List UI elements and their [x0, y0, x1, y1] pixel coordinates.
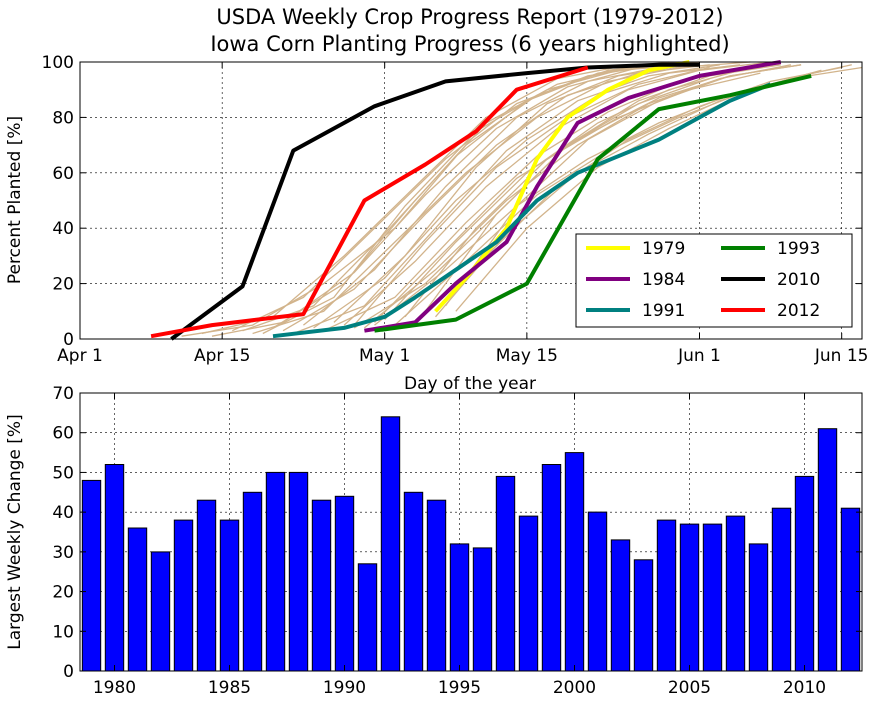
bottom-panel: 0 10 20 30 40 50 60 70 1980 1985 1990 1995 2000 2005 2…	[5, 384, 863, 698]
bar-1983	[173, 519, 194, 672]
bottom-x-tick-label: 2005	[668, 678, 711, 698]
top-plot-frame	[79, 61, 863, 340]
series-line-2012	[150, 65, 589, 339]
bottom-y-tick-label: 50	[52, 463, 74, 483]
bottom-x-tick-label: 1985	[208, 678, 251, 698]
top-y-axis-label: Percent Planted [%]	[5, 116, 25, 284]
bar-1998	[518, 515, 539, 672]
bar-2004	[656, 519, 677, 672]
series-line-1991	[272, 82, 772, 339]
bar-2002	[610, 539, 631, 672]
bar-1988	[288, 471, 309, 672]
bar-1990	[334, 495, 355, 672]
bottom-y-axis-label: Largest Weekly Change [%]	[5, 414, 25, 649]
bottom-y-tick-label: 70	[52, 384, 74, 404]
top-x-axis-label: Day of the year	[404, 374, 536, 394]
bar-1981	[127, 527, 148, 672]
top-x-tick-label: Apr 1	[57, 346, 103, 366]
bar-1995	[449, 543, 470, 672]
bar-2005	[679, 523, 700, 672]
bottom-ticks: 0 10 20 30 40 50 60 70 1980 1985 1990 1995 2000 2005 2…	[52, 384, 862, 698]
bottom-y-tick-label: 20	[52, 583, 74, 603]
legend-label-1991: 1991	[642, 301, 685, 321]
top-x-tick-label: Jun 15	[814, 346, 869, 366]
legend: 1979 1984 1991 1993 2010 2012	[575, 233, 853, 328]
top-y-tick-label: 80	[52, 108, 74, 128]
bar-2000	[564, 452, 585, 672]
background-year-line	[404, 72, 761, 318]
series-line-2010	[170, 62, 700, 341]
bar-1992	[380, 416, 401, 672]
bar-1987	[265, 471, 286, 672]
bar-1980	[104, 464, 125, 672]
bar-1999	[541, 464, 562, 672]
bar-2006	[702, 523, 723, 672]
background-year-line	[293, 64, 720, 335]
bar-2001	[587, 511, 608, 672]
background-year-line	[232, 64, 660, 332]
bar-1986	[242, 491, 263, 672]
top-x-tick-label: May 15	[496, 346, 558, 366]
bar-2012	[840, 507, 861, 672]
background-year-line	[242, 61, 670, 332]
chart-subtitle: Iowa Corn Planting Progress (6 years hig…	[210, 32, 729, 56]
bottom-x-tick-label: 2010	[783, 678, 826, 698]
bottom-x-tick-label: 2000	[553, 678, 596, 698]
top-y-tick-label: 40	[52, 219, 74, 239]
bar-1993	[403, 491, 424, 672]
bar-1997	[495, 475, 516, 672]
top-ticks: Apr 1 Apr 15 May 1 May 15 Jun 1 Jun 15 0 20 40 60…	[42, 53, 869, 366]
top-y-tick-label: 20	[52, 275, 74, 295]
legend-label-2010: 2010	[777, 270, 820, 290]
bottom-x-tick-label: 1980	[93, 678, 136, 698]
bottom-x-tick-label: 1990	[323, 678, 366, 698]
top-y-tick-label: 0	[63, 330, 74, 350]
bar-1996	[472, 547, 493, 672]
bar-1991	[357, 563, 378, 672]
bar-2003	[633, 559, 654, 672]
bar-2011	[817, 428, 838, 672]
bottom-plot-frame	[79, 392, 863, 672]
bottom-y-tick-label: 40	[52, 503, 74, 523]
bottom-y-tick-label: 10	[52, 622, 74, 642]
bottom-y-tick-label: 60	[52, 424, 74, 444]
series-line-1984	[364, 60, 782, 333]
bar-1982	[150, 551, 171, 672]
bar-1989	[311, 499, 332, 672]
top-x-tick-label: Jun 1	[677, 346, 721, 366]
top-y-tick-label: 60	[52, 164, 74, 184]
background-year-line	[333, 64, 690, 323]
bar-1994	[426, 499, 447, 672]
top-highlight-series	[150, 60, 812, 341]
legend-label-2012: 2012	[777, 301, 820, 321]
top-panel: Apr 1 Apr 15 May 1 May 15 Jun 1 Jun 15 0 20 40 60…	[5, 53, 868, 394]
series-line-1993	[374, 73, 812, 333]
background-year-line	[211, 66, 639, 337]
bottom-y-tick-label: 0	[63, 662, 74, 682]
top-x-tick-label: May 1	[359, 346, 410, 366]
bar-1985	[219, 519, 240, 672]
chart-title: USDA Weekly Crop Progress Report (1979-2…	[216, 5, 723, 29]
top-x-tick-label: Apr 15	[194, 346, 250, 366]
bar-1984	[196, 499, 217, 672]
bar-2010	[794, 475, 815, 672]
legend-label-1979: 1979	[642, 239, 685, 259]
background-year-line	[445, 64, 802, 307]
bottom-y-tick-label: 30	[52, 543, 74, 563]
bar-2008	[748, 543, 769, 672]
legend-label-1993: 1993	[777, 239, 820, 259]
bottom-x-tick-label: 1995	[438, 678, 481, 698]
bar-1979	[81, 479, 102, 672]
top-y-tick-label: 100	[42, 53, 74, 73]
background-year-line	[353, 66, 710, 326]
background-year-line	[303, 66, 660, 326]
legend-label-1984: 1984	[642, 270, 685, 290]
bar-2009	[771, 507, 792, 672]
bar-2007	[725, 515, 746, 672]
